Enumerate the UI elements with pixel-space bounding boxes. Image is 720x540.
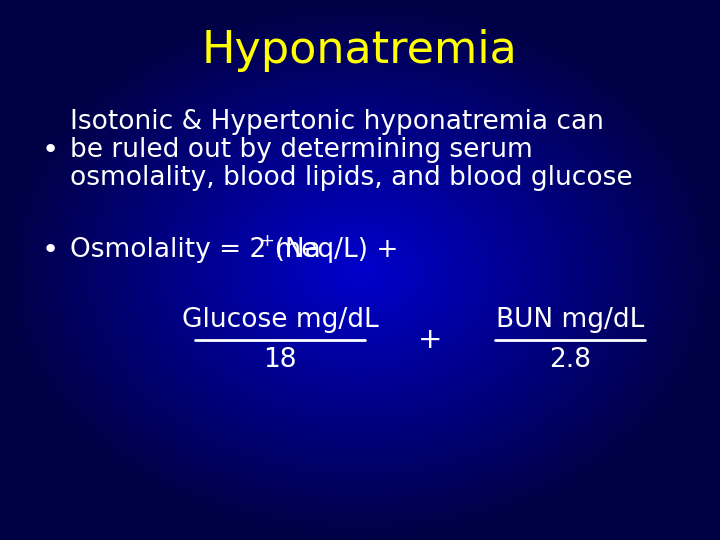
Text: osmolality, blood lipids, and blood glucose: osmolality, blood lipids, and blood gluc… bbox=[70, 165, 633, 191]
Text: Osmolality = 2 (Na: Osmolality = 2 (Na bbox=[70, 237, 320, 263]
Text: Hyponatremia: Hyponatremia bbox=[202, 29, 518, 71]
Text: Isotonic & Hypertonic hyponatremia can: Isotonic & Hypertonic hyponatremia can bbox=[70, 109, 604, 135]
Text: be ruled out by determining serum: be ruled out by determining serum bbox=[70, 137, 533, 163]
Text: •: • bbox=[42, 136, 59, 164]
Text: •: • bbox=[42, 236, 59, 264]
Text: Glucose mg/dL: Glucose mg/dL bbox=[181, 307, 379, 333]
Text: meq/L) +: meq/L) + bbox=[267, 237, 398, 263]
Text: 2.8: 2.8 bbox=[549, 347, 591, 373]
Text: +: + bbox=[418, 326, 442, 354]
Text: +: + bbox=[259, 232, 274, 250]
Text: 18: 18 bbox=[264, 347, 297, 373]
Text: BUN mg/dL: BUN mg/dL bbox=[496, 307, 644, 333]
